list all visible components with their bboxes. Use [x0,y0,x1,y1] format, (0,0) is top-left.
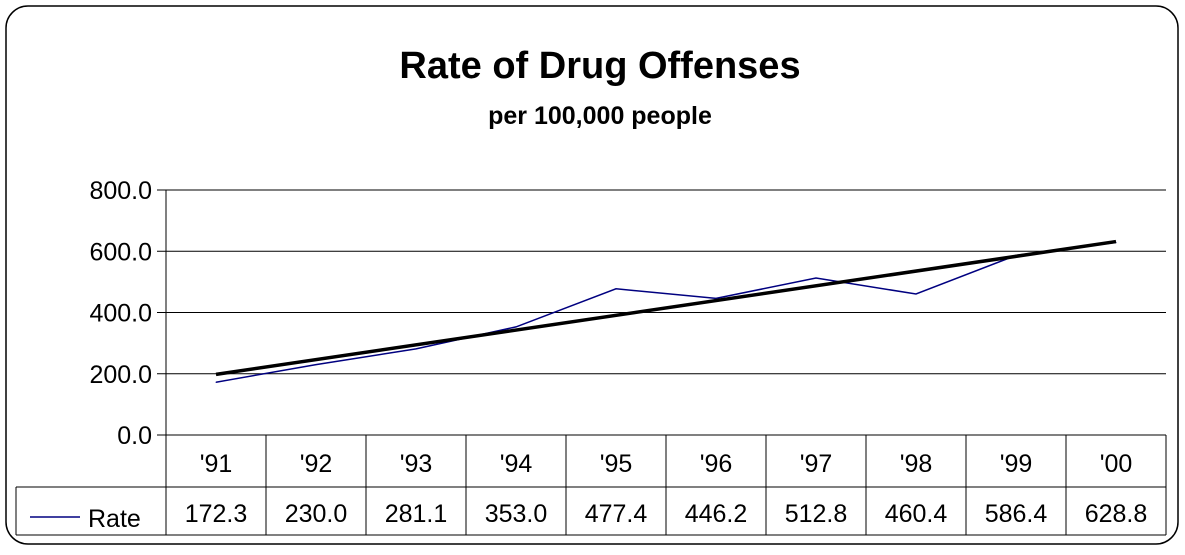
data-table-value: 628.8 [1085,500,1148,528]
y-tick-label: 600.0 [89,238,152,266]
x-tick-label: '95 [600,450,633,478]
data-table-value: 512.8 [785,500,848,528]
chart-title: Rate of Drug Offenses [399,45,800,87]
chart-subtitle: per 100,000 people [488,102,712,130]
data-table-value: 586.4 [985,500,1048,528]
y-tick-label: 200.0 [89,361,152,389]
data-point [715,297,717,299]
data-point [615,288,617,290]
data-table-value: 172.3 [185,500,248,528]
data-point [815,277,817,279]
data-point [415,348,417,350]
x-tick-label: '00 [1100,450,1133,478]
data-table-value: 353.0 [485,500,548,528]
data-point [215,381,217,383]
gridlines [166,189,1166,375]
legend-label: Rate [88,505,141,533]
x-tick-label: '98 [900,450,933,478]
chart-border [5,5,1179,545]
series-layer [215,239,1117,383]
y-tick-label: 0.0 [117,422,152,450]
data-table: '91 '92 '93 '94 '95 '96 '97 '98 '99 '00 Rate 172.3 2… [15,434,1167,536]
data-table-value: 281.1 [385,500,448,528]
series-line-rate [215,241,1117,383]
x-tick-label: '94 [500,450,533,478]
data-table-value: 446.2 [685,500,748,528]
x-tick-label: '93 [400,450,433,478]
x-tick-label: '97 [800,450,833,478]
x-tick-label: '92 [300,450,333,478]
y-tick-label: 800.0 [89,177,152,205]
data-table-value: 460.4 [885,500,948,528]
data-point [315,364,317,366]
x-tick-label: '96 [700,450,733,478]
y-tick-label: 400.0 [89,300,152,328]
data-table-value: 477.4 [585,500,648,528]
data-point [515,326,517,328]
x-tick-label: '99 [1000,450,1033,478]
trendline [215,239,1117,377]
y-axis: 0.0 200.0 400.0 600.0 800.0 [89,177,167,450]
x-tick-label: '91 [200,450,233,478]
data-point [915,293,917,295]
data-table-value: 230.0 [285,500,348,528]
